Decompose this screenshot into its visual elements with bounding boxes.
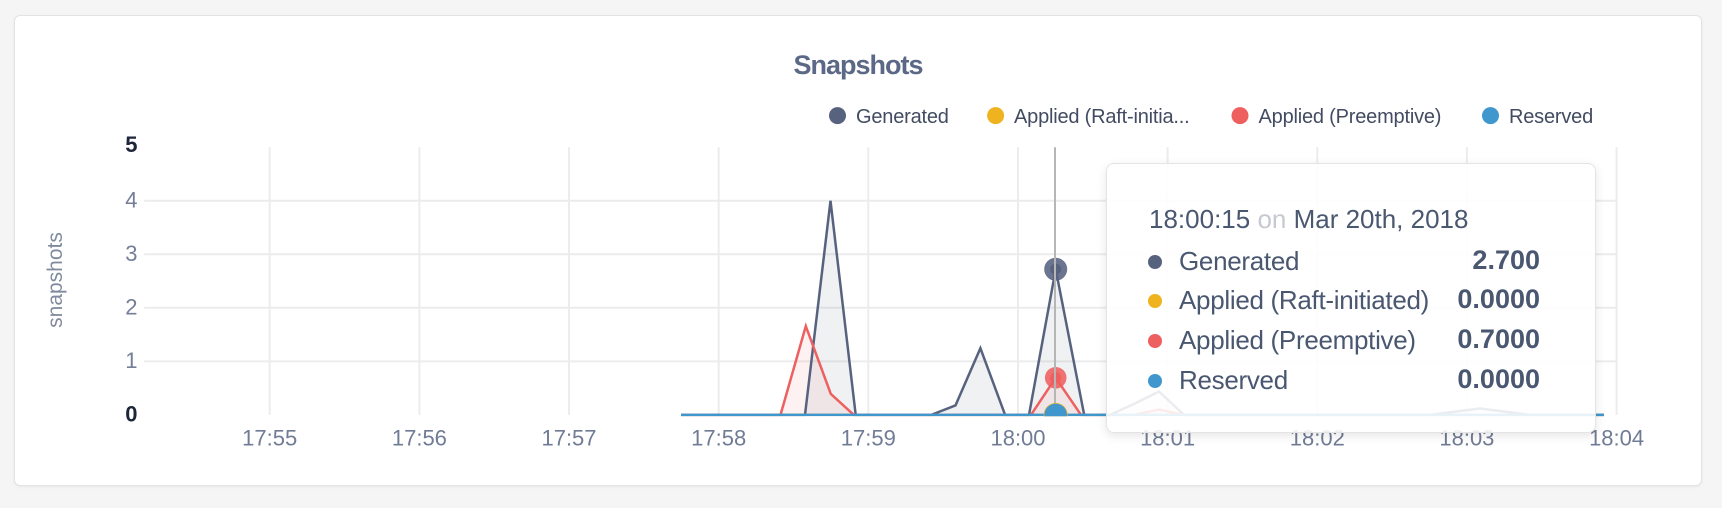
svg-text:1: 1 xyxy=(125,348,137,373)
svg-text:5: 5 xyxy=(125,132,137,157)
svg-text:snapshots: snapshots xyxy=(44,232,67,328)
svg-text:Generated: Generated xyxy=(856,106,949,128)
svg-text:Reserved: Reserved xyxy=(1509,106,1593,128)
svg-text:17:58: 17:58 xyxy=(691,426,746,451)
svg-text:17:57: 17:57 xyxy=(541,426,596,451)
svg-text:17:59: 17:59 xyxy=(841,426,896,451)
svg-text:18:04: 18:04 xyxy=(1589,426,1644,451)
svg-text:3: 3 xyxy=(125,241,137,266)
svg-text:17:56: 17:56 xyxy=(392,426,447,451)
svg-text:18:00: 18:00 xyxy=(990,426,1045,451)
svg-text:2: 2 xyxy=(125,294,137,319)
svg-text:Applied (Raft-initia...: Applied (Raft-initia... xyxy=(1014,106,1189,128)
svg-text:0: 0 xyxy=(125,401,137,426)
svg-text:17:55: 17:55 xyxy=(242,426,297,451)
svg-text:Applied (Preemptive): Applied (Preemptive) xyxy=(1259,106,1442,128)
svg-text:4: 4 xyxy=(125,187,137,212)
svg-text:Snapshots: Snapshots xyxy=(793,50,922,80)
